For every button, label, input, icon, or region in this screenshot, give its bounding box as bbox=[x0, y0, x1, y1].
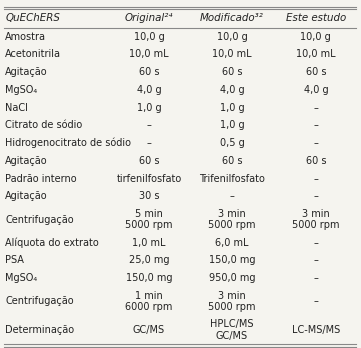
Text: Centrifugação: Centrifugação bbox=[5, 296, 74, 306]
Text: 25,0 mg: 25,0 mg bbox=[129, 255, 169, 266]
Text: MgSO₄: MgSO₄ bbox=[5, 85, 38, 95]
Text: Este estudo: Este estudo bbox=[286, 13, 346, 23]
Text: 30 s: 30 s bbox=[139, 191, 159, 201]
Text: –: – bbox=[313, 296, 318, 306]
Text: Original²⁴: Original²⁴ bbox=[125, 13, 173, 23]
Text: Agitação: Agitação bbox=[5, 191, 48, 201]
Text: 60 s: 60 s bbox=[139, 67, 159, 77]
Text: 6,0 mL: 6,0 mL bbox=[215, 238, 249, 248]
Text: 950,0 mg: 950,0 mg bbox=[209, 273, 255, 283]
Text: Determinação: Determinação bbox=[5, 325, 74, 335]
Text: 10,0 g: 10,0 g bbox=[300, 32, 331, 42]
Text: 60 s: 60 s bbox=[306, 156, 326, 166]
Text: 1,0 g: 1,0 g bbox=[136, 103, 161, 113]
Text: 1,0 mL: 1,0 mL bbox=[132, 238, 166, 248]
Text: 60 s: 60 s bbox=[139, 156, 159, 166]
Text: Alíquota do extrato: Alíquota do extrato bbox=[5, 237, 99, 248]
Text: 3 min
5000 rpm: 3 min 5000 rpm bbox=[208, 209, 256, 230]
Text: 1,0 g: 1,0 g bbox=[219, 120, 244, 130]
Text: NaCl: NaCl bbox=[5, 103, 28, 113]
Text: Hidrogenocitrato de sódio: Hidrogenocitrato de sódio bbox=[5, 138, 131, 149]
Text: 150,0 mg: 150,0 mg bbox=[126, 273, 172, 283]
Text: 1 min
6000 rpm: 1 min 6000 rpm bbox=[125, 291, 173, 312]
Text: 10,0 mL: 10,0 mL bbox=[129, 49, 169, 60]
Text: PSA: PSA bbox=[5, 255, 24, 266]
Text: –: – bbox=[147, 120, 151, 130]
Text: LC-MS/MS: LC-MS/MS bbox=[292, 325, 340, 335]
Text: Centrifugação: Centrifugação bbox=[5, 215, 74, 224]
Text: Agitação: Agitação bbox=[5, 156, 48, 166]
Text: 4,0 g: 4,0 g bbox=[219, 85, 244, 95]
Text: 3 min
5000 rpm: 3 min 5000 rpm bbox=[292, 209, 340, 230]
Text: HPLC/MS
GC/MS: HPLC/MS GC/MS bbox=[210, 319, 254, 341]
Text: 10,0 g: 10,0 g bbox=[134, 32, 164, 42]
Text: –: – bbox=[313, 238, 318, 248]
Text: 60 s: 60 s bbox=[222, 156, 242, 166]
Text: 3 min
5000 rpm: 3 min 5000 rpm bbox=[208, 291, 256, 312]
Text: 60 s: 60 s bbox=[306, 67, 326, 77]
Text: –: – bbox=[313, 138, 318, 148]
Text: 0,5 g: 0,5 g bbox=[219, 138, 244, 148]
Text: 10,0 mL: 10,0 mL bbox=[296, 49, 336, 60]
Text: Padrão interno: Padrão interno bbox=[5, 174, 77, 184]
Text: GC/MS: GC/MS bbox=[133, 325, 165, 335]
Text: –: – bbox=[313, 255, 318, 266]
Text: tirfenilfosfato: tirfenilfosfato bbox=[116, 174, 182, 184]
Text: 150,0 mg: 150,0 mg bbox=[209, 255, 255, 266]
Text: QuEChERS: QuEChERS bbox=[5, 13, 60, 23]
Text: 4,0 g: 4,0 g bbox=[136, 85, 161, 95]
Text: –: – bbox=[313, 174, 318, 184]
Text: Citrato de sódio: Citrato de sódio bbox=[5, 120, 83, 130]
Text: –: – bbox=[313, 191, 318, 201]
Text: Trifenilfosfato: Trifenilfosfato bbox=[199, 174, 265, 184]
Text: 4,0 g: 4,0 g bbox=[304, 85, 328, 95]
Text: 10,0 g: 10,0 g bbox=[217, 32, 247, 42]
Text: –: – bbox=[313, 273, 318, 283]
Text: 5 min
5000 rpm: 5 min 5000 rpm bbox=[125, 209, 173, 230]
Text: –: – bbox=[313, 103, 318, 113]
Text: –: – bbox=[313, 120, 318, 130]
Text: MgSO₄: MgSO₄ bbox=[5, 273, 38, 283]
Text: –: – bbox=[230, 191, 234, 201]
Text: 10,0 mL: 10,0 mL bbox=[212, 49, 252, 60]
Text: 60 s: 60 s bbox=[222, 67, 242, 77]
Text: Acetonitrila: Acetonitrila bbox=[5, 49, 61, 60]
Text: 1,0 g: 1,0 g bbox=[219, 103, 244, 113]
Text: –: – bbox=[147, 138, 151, 148]
Text: Modificado³²: Modificado³² bbox=[200, 13, 264, 23]
Text: Agitação: Agitação bbox=[5, 67, 48, 77]
Text: Amostra: Amostra bbox=[5, 32, 47, 42]
